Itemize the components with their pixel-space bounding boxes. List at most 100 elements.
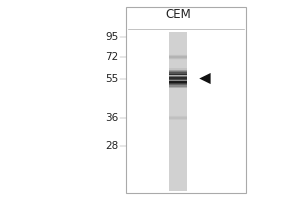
Bar [169,65,187,67]
Bar [169,84,187,85]
Bar [169,158,187,160]
Bar [169,44,187,46]
Bar [169,112,187,113]
Bar [169,137,187,138]
Bar [169,149,187,150]
Bar [169,76,187,77]
Bar [169,181,187,182]
Bar [169,61,187,63]
Bar [169,154,187,156]
Bar [169,46,187,47]
Bar [169,166,187,168]
Bar [169,120,187,121]
Text: 95: 95 [105,32,119,42]
Bar [169,163,187,165]
Bar [169,73,187,75]
Bar [169,183,187,185]
Bar [169,35,187,36]
Bar [169,71,187,72]
Bar [169,185,187,186]
Bar [169,179,187,181]
Bar [169,157,187,158]
Bar [169,80,187,81]
Bar [169,69,187,71]
Bar [169,161,187,162]
Text: 36: 36 [105,113,119,123]
Bar [169,114,187,116]
Bar [169,117,187,119]
Bar [169,142,187,144]
Bar [169,113,187,115]
Bar [169,122,187,124]
Bar [169,52,187,54]
Bar [169,145,187,146]
Bar [169,83,187,84]
Bar [169,92,187,93]
Bar [169,42,187,43]
Bar [169,116,187,117]
Bar [169,187,187,189]
Bar [169,79,187,80]
Bar [169,81,187,83]
Bar [169,155,187,157]
Bar [169,75,187,76]
Bar [169,43,187,44]
Bar [169,100,187,101]
Bar [169,55,187,56]
Bar [169,151,187,153]
Bar [169,39,187,40]
Bar [169,121,187,123]
Bar [169,34,187,35]
Bar [169,40,187,42]
Bar [169,51,187,52]
Bar [169,88,187,89]
Bar [169,49,187,51]
Bar [169,132,187,133]
Bar [169,89,187,91]
Bar [169,174,187,175]
Polygon shape [199,73,211,84]
Bar [169,97,187,99]
Bar [169,60,187,62]
Bar [169,36,187,38]
Bar [169,190,187,191]
Bar [169,153,187,154]
Bar [169,48,187,50]
Bar [169,108,187,109]
Bar [169,47,187,48]
Bar [169,173,187,174]
Bar [169,93,187,95]
Bar [169,95,187,96]
Bar [169,98,187,100]
Bar [169,105,187,107]
Bar [169,32,187,34]
Bar [169,57,187,59]
Bar [169,136,187,137]
Bar [169,130,187,132]
Bar [169,150,187,152]
Bar [169,169,187,170]
Text: 72: 72 [105,52,119,62]
Bar [169,38,187,39]
Bar [169,110,187,112]
Bar [169,162,187,164]
Bar [169,189,187,190]
Bar [169,170,187,171]
Bar [169,146,187,148]
Bar [169,165,187,166]
Bar [169,167,187,169]
Bar [169,140,187,141]
Bar [126,7,246,193]
Bar [169,53,187,55]
Bar [169,186,187,187]
Bar [169,126,187,128]
Bar [169,134,187,136]
Bar [169,133,187,134]
Bar [169,56,187,58]
Bar [169,177,187,178]
Bar [169,171,187,173]
Bar [169,72,187,74]
Bar [169,67,187,68]
Bar [169,87,187,88]
Bar [169,118,187,120]
